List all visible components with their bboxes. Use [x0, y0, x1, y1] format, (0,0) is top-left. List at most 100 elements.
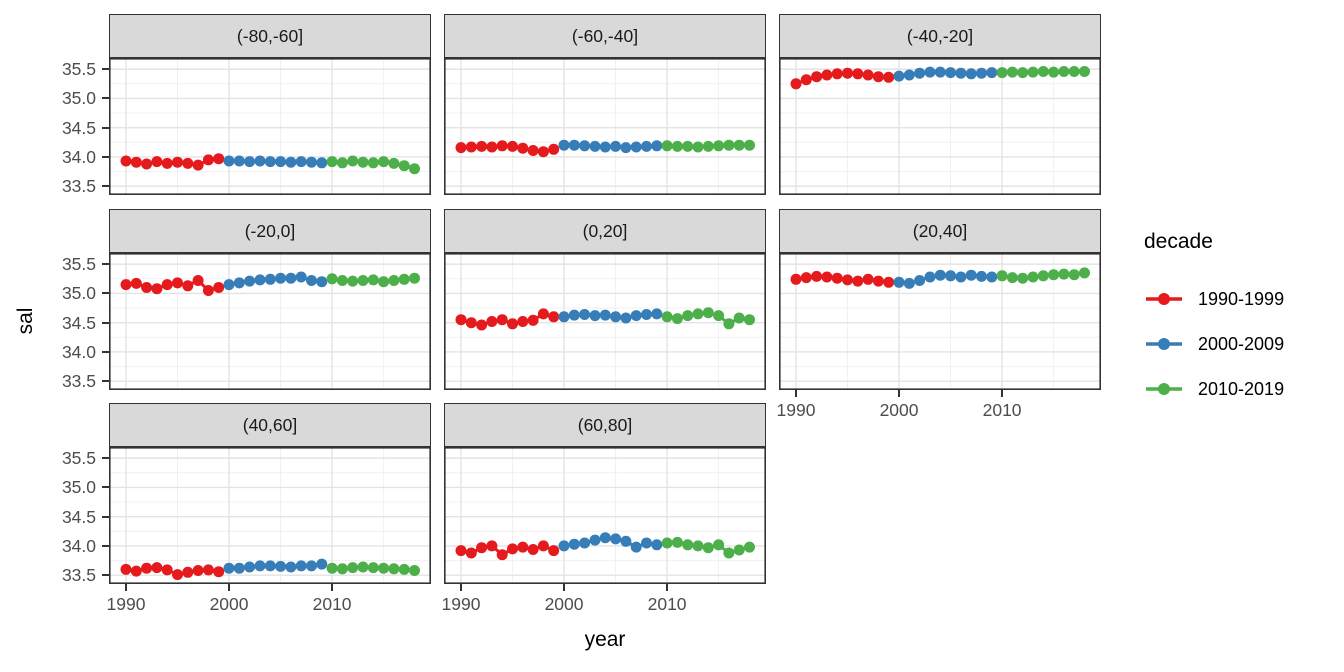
data-point: [599, 532, 611, 544]
data-point: [378, 156, 390, 168]
data-point: [378, 562, 390, 574]
data-point: [455, 142, 467, 154]
data-point: [641, 537, 652, 549]
data-point: [924, 271, 936, 283]
data-point: [599, 309, 611, 321]
data-point: [883, 276, 895, 288]
legend-entry: 2010-2019: [1144, 378, 1284, 400]
data-point: [151, 562, 163, 574]
data-point: [476, 319, 488, 331]
data-point: [610, 311, 622, 323]
facet-panel: [109, 58, 431, 195]
data-point: [661, 537, 673, 549]
data-point: [161, 157, 173, 169]
facet-panel: [444, 447, 766, 584]
data-point: [976, 270, 987, 282]
data-point: [151, 283, 163, 295]
data-point: [244, 156, 256, 168]
x-tick-mark: [125, 584, 127, 591]
x-tick-label: 2000: [209, 594, 249, 614]
y-tick-mark: [102, 486, 109, 489]
data-point: [934, 269, 946, 281]
data-point: [476, 542, 488, 554]
data-point: [965, 269, 977, 281]
data-point: [811, 270, 823, 282]
data-point: [172, 277, 183, 289]
data-point: [130, 156, 142, 168]
x-tick-label: 2010: [982, 400, 1022, 420]
facet-strip: (60,80]: [444, 403, 766, 447]
data-point: [702, 542, 714, 554]
data-point: [692, 308, 704, 320]
data-point: [579, 537, 591, 549]
y-tick-mark: [102, 68, 109, 71]
x-tick-label: 1990: [106, 594, 146, 614]
y-tick-label: 35.5: [61, 448, 96, 469]
data-point: [976, 67, 987, 79]
data-point: [336, 157, 348, 169]
data-point: [223, 155, 235, 167]
data-point: [1058, 66, 1070, 77]
data-point: [723, 547, 735, 559]
data-point: [744, 314, 755, 326]
data-point: [821, 271, 833, 283]
data-point: [233, 562, 245, 574]
data-point: [744, 541, 755, 553]
data-point: [1006, 272, 1018, 284]
data-point: [465, 141, 477, 153]
data-point: [326, 156, 338, 168]
data-point: [548, 311, 560, 323]
data-point: [790, 273, 802, 285]
data-point: [244, 275, 256, 287]
facet-strip: (0,20]: [444, 209, 766, 253]
y-tick-label: 35.0: [61, 283, 96, 304]
data-point: [398, 563, 410, 575]
data-point: [568, 538, 580, 550]
data-point: [182, 157, 194, 169]
y-tick-mark: [102, 350, 109, 353]
y-tick-label: 34.0: [61, 341, 96, 362]
data-point: [620, 142, 632, 154]
data-point: [1037, 270, 1049, 282]
data-point: [161, 279, 173, 291]
y-tick-mark: [102, 457, 109, 460]
data-point: [651, 308, 663, 320]
data-point: [285, 156, 297, 168]
data-point: [934, 66, 946, 78]
data-point: [202, 564, 214, 576]
facet-strip: (-60,-40]: [444, 14, 766, 58]
data-point: [723, 139, 735, 151]
y-tick-label: 34.5: [61, 312, 96, 333]
y-tick-label: 33.5: [61, 176, 96, 197]
data-point: [682, 140, 694, 152]
data-point: [872, 71, 884, 83]
data-point: [486, 141, 498, 153]
data-point: [527, 145, 539, 156]
data-point: [558, 139, 570, 151]
data-point: [821, 69, 833, 81]
data-point: [1017, 67, 1029, 79]
data-point: [233, 277, 245, 289]
data-point: [800, 74, 812, 86]
data-point: [682, 539, 694, 551]
x-tick-label: 2010: [647, 594, 687, 614]
y-tick-mark: [102, 544, 109, 547]
data-point: [893, 70, 905, 82]
data-point: [306, 156, 317, 168]
data-point: [202, 154, 214, 166]
facet-panel: [109, 253, 431, 390]
data-point: [914, 275, 926, 286]
data-point: [347, 562, 359, 574]
data-point: [955, 271, 967, 283]
data-point: [409, 163, 420, 175]
data-point: [831, 272, 843, 284]
y-tick-mark: [102, 155, 109, 158]
data-point: [275, 560, 287, 572]
data-point: [336, 563, 348, 575]
data-point: [486, 316, 498, 327]
data-point: [295, 560, 307, 572]
data-point: [455, 314, 467, 326]
data-point: [496, 140, 508, 152]
y-tick-label: 34.5: [61, 506, 96, 527]
